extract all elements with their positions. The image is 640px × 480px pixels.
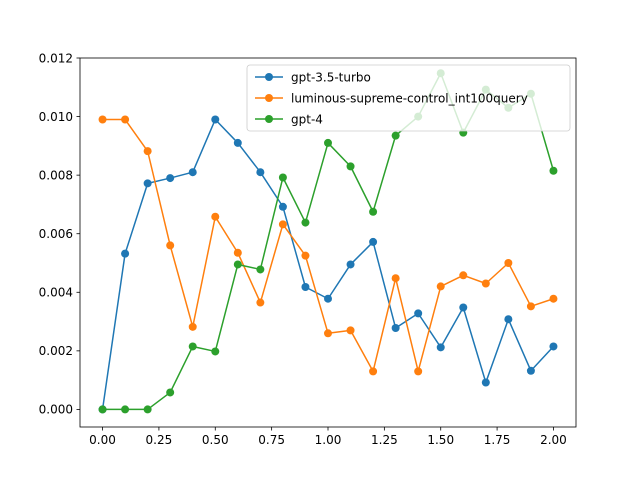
data-point (414, 367, 423, 376)
data-point (369, 237, 378, 246)
data-point (391, 274, 400, 283)
data-point (98, 115, 107, 124)
y-tick-label: 0.006 (39, 227, 73, 241)
data-point (369, 367, 378, 376)
data-point (98, 405, 107, 414)
data-point (526, 366, 535, 375)
legend-marker (265, 73, 273, 81)
data-point (324, 329, 332, 338)
x-tick-label: 1.00 (315, 433, 342, 447)
legend-marker (265, 94, 273, 102)
data-point (369, 207, 378, 216)
legend-label: gpt-4 (291, 112, 323, 126)
data-point (256, 265, 265, 274)
data-point (391, 131, 400, 140)
data-point (301, 283, 310, 292)
data-point (211, 212, 220, 221)
data-point (481, 279, 490, 288)
x-tick-label: 1.25 (371, 433, 398, 447)
legend-entry-1: luminous-supreme-control_int100query (255, 91, 528, 105)
data-point (256, 298, 265, 307)
series-0 (98, 115, 558, 414)
y-tick-label: 0.002 (39, 344, 73, 358)
y-tick-label: 0.010 (39, 110, 73, 124)
data-point (211, 347, 220, 356)
data-point (256, 168, 265, 177)
series-1 (98, 115, 558, 376)
data-point (121, 405, 130, 414)
legend-label: gpt-3.5-turbo (291, 70, 371, 84)
data-point (346, 260, 355, 269)
x-tick-label: 1.75 (484, 433, 511, 447)
legend: gpt-3.5-turbo luminous-supreme-control_in… (246, 64, 571, 132)
legend-entry-0: gpt-3.5-turbo (255, 70, 371, 84)
data-point (121, 249, 130, 258)
data-point (188, 168, 197, 177)
data-point (504, 315, 513, 324)
y-tick-label: 0.000 (39, 403, 73, 417)
data-point (278, 220, 287, 229)
data-point (549, 166, 558, 175)
data-point (346, 162, 355, 171)
data-point (549, 294, 558, 303)
legend-label: luminous-supreme-control_int100query (291, 91, 528, 105)
x-tick-label: 0.25 (146, 433, 173, 447)
x-tick-label: 0.00 (89, 433, 116, 447)
data-point (549, 342, 558, 351)
legend-marker (265, 115, 273, 123)
data-point (188, 322, 197, 331)
data-point (166, 241, 175, 250)
y-tick-label: 0.012 (39, 51, 73, 65)
data-point (301, 251, 310, 260)
data-point (481, 378, 490, 387)
data-point (324, 294, 332, 303)
data-point (324, 138, 332, 147)
data-point (278, 202, 287, 211)
data-point (504, 259, 513, 267)
legend-box (246, 64, 571, 132)
data-point (346, 326, 355, 335)
y-tick-label: 0.008 (39, 168, 73, 182)
data-point (436, 343, 445, 352)
data-point (459, 303, 468, 312)
data-point (143, 405, 152, 414)
data-point (143, 179, 152, 188)
x-tick-label: 0.75 (258, 433, 285, 447)
x-tick-label: 1.50 (427, 433, 454, 447)
data-point (391, 324, 400, 333)
data-point (301, 218, 310, 227)
data-point (121, 115, 130, 124)
data-point (233, 260, 242, 269)
data-point (436, 282, 445, 291)
legend-entry-2: gpt-4 (255, 112, 323, 126)
data-point (278, 173, 287, 182)
data-point (526, 302, 535, 311)
x-tick-label: 0.50 (202, 433, 229, 447)
data-point (211, 115, 220, 124)
data-point (166, 174, 175, 183)
data-point (414, 309, 423, 318)
axes-layer: 0.00 0.25 0.50 0.75 1.00 1.25 1.50 1.75 2.00 0.00… (39, 51, 577, 447)
data-point (233, 138, 242, 147)
data-point (166, 388, 175, 397)
y-tick-label: 0.004 (39, 286, 73, 300)
data-point (188, 342, 197, 351)
data-point (233, 248, 242, 257)
x-tick-label: 2.00 (540, 433, 567, 447)
data-point (143, 147, 152, 156)
data-point (459, 271, 468, 280)
